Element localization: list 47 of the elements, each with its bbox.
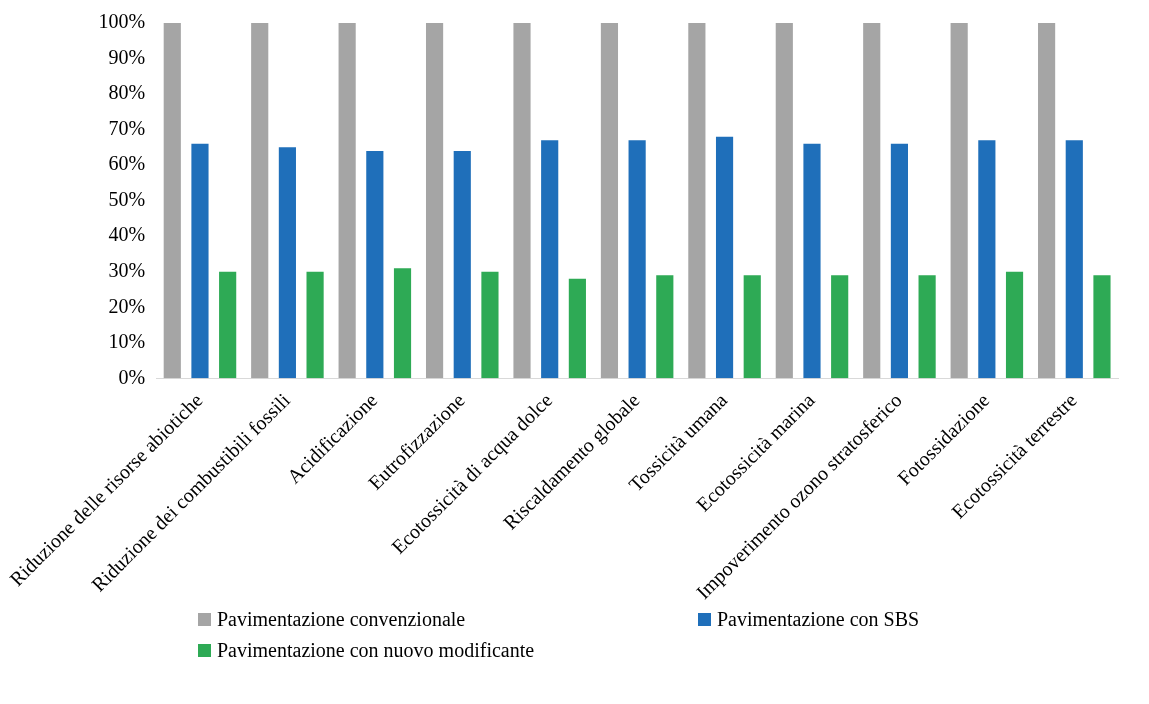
y-tick-label: 40%: [108, 223, 146, 246]
bar: [803, 143, 821, 379]
bar: [831, 275, 849, 379]
bar: [1093, 275, 1111, 379]
bar: [425, 23, 444, 379]
bar: [251, 23, 269, 379]
bar: [541, 140, 559, 379]
y-tick-label: 90%: [108, 45, 146, 68]
bar: [978, 140, 996, 379]
bar: [950, 23, 968, 379]
bar: [1005, 271, 1024, 379]
bar: [163, 23, 181, 379]
y-tick-label: 100%: [98, 10, 146, 33]
bar: [918, 275, 936, 379]
legend-label: Pavimentazione con nuovo modificante: [217, 639, 535, 662]
bar: [863, 23, 881, 379]
bar: [1065, 140, 1083, 379]
bar: [219, 271, 237, 379]
bar: [366, 150, 384, 379]
y-tick-label: 30%: [108, 258, 146, 281]
bar: [306, 271, 324, 379]
bar: [743, 275, 761, 379]
y-tick-label: 80%: [108, 81, 146, 104]
y-tick-label: 20%: [108, 294, 146, 317]
legend-label: Pavimentazione con SBS: [717, 608, 920, 631]
bar: [278, 147, 296, 379]
bar: [715, 136, 734, 379]
bar: [890, 143, 908, 379]
y-tick-label: 10%: [108, 330, 146, 353]
bar: [775, 23, 793, 379]
y-tick-label: 0%: [118, 365, 146, 388]
bar: [453, 150, 471, 379]
bar: [628, 140, 646, 379]
bar: [191, 143, 209, 379]
y-tick-label: 50%: [108, 187, 146, 210]
bar: [1038, 23, 1056, 379]
y-tick-label: 60%: [108, 152, 146, 175]
bar: [656, 275, 674, 379]
bar: [393, 268, 412, 379]
bar: [338, 23, 356, 379]
bar: [688, 23, 706, 379]
bar: [513, 23, 531, 379]
bar: [600, 23, 619, 379]
y-tick-label: 70%: [108, 116, 146, 139]
bar: [568, 278, 586, 379]
bar: [481, 271, 499, 379]
legend-label: Pavimentazione convenzionale: [217, 608, 466, 631]
